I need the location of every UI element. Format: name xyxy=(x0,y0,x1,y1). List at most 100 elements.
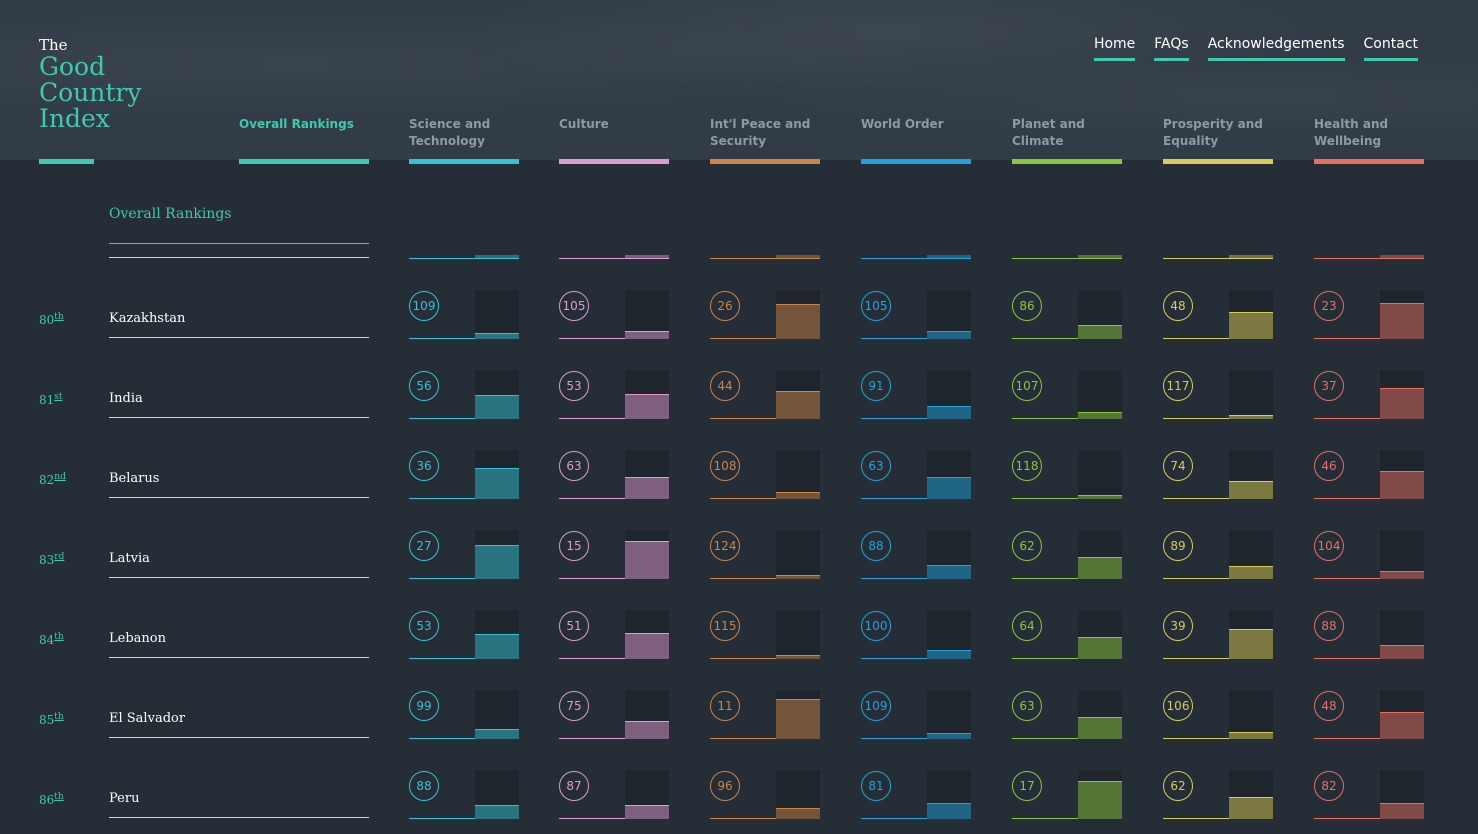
score-baseline xyxy=(1163,338,1229,339)
score-bar xyxy=(927,450,971,499)
score-circle[interactable]: 63 xyxy=(861,451,891,481)
score-circle[interactable]: 48 xyxy=(1163,291,1193,321)
score-circle[interactable]: 62 xyxy=(1012,531,1042,561)
score-circle[interactable]: 88 xyxy=(861,531,891,561)
tab-int-l-peace-and-security[interactable]: Int'l Peace and Security xyxy=(710,117,811,148)
score-circle[interactable]: 11 xyxy=(710,691,740,721)
score-bar-fill xyxy=(1078,637,1122,659)
country-name[interactable]: Peru xyxy=(109,791,140,806)
score-circle[interactable]: 87 xyxy=(559,771,589,801)
score-circle[interactable]: 124 xyxy=(710,531,740,561)
tab-color-bar xyxy=(710,159,820,164)
score-baseline xyxy=(409,498,475,499)
score-circle[interactable]: 100 xyxy=(861,611,891,641)
score-circle[interactable]: 105 xyxy=(861,291,891,321)
score-circle[interactable]: 99 xyxy=(409,691,439,721)
score-circle[interactable]: 15 xyxy=(559,531,589,561)
country-name[interactable]: Latvia xyxy=(109,551,150,566)
score-bar-fill xyxy=(927,733,971,739)
score-baseline xyxy=(559,578,625,579)
score-circle[interactable]: 82 xyxy=(1314,771,1344,801)
score-baseline xyxy=(559,738,625,739)
tab-culture[interactable]: Culture xyxy=(559,117,609,131)
score-bar xyxy=(927,770,971,819)
score-circle[interactable]: 105 xyxy=(559,291,589,321)
score-circle[interactable]: 88 xyxy=(409,771,439,801)
row-divider xyxy=(109,657,369,658)
score-circle[interactable]: 88 xyxy=(1314,611,1344,641)
nav-contact[interactable]: Contact xyxy=(1363,36,1418,61)
score-circle[interactable]: 44 xyxy=(710,371,740,401)
score-circle[interactable]: 91 xyxy=(861,371,891,401)
score-bar-fill xyxy=(927,650,971,659)
score-bar xyxy=(1229,690,1273,739)
score-bar xyxy=(1380,530,1424,579)
country-name[interactable]: Kazakhstan xyxy=(109,311,186,326)
country-name[interactable]: Belarus xyxy=(109,471,160,486)
score-bar-fill xyxy=(1229,732,1273,739)
score-circle[interactable]: 109 xyxy=(861,691,891,721)
score-bar-fill xyxy=(927,803,971,819)
nav-faqs[interactable]: FAQs xyxy=(1154,36,1189,61)
score-circle[interactable]: 118 xyxy=(1012,451,1042,481)
nav-home[interactable]: Home xyxy=(1093,36,1136,61)
score-circle[interactable]: 37 xyxy=(1314,371,1344,401)
score-circle[interactable]: 89 xyxy=(1163,531,1193,561)
score-circle[interactable]: 36 xyxy=(409,451,439,481)
score-baseline xyxy=(409,738,475,739)
nav-acknowledgements[interactable]: Acknowledgements xyxy=(1207,36,1345,61)
site-logo[interactable]: The Good Country Index xyxy=(39,36,169,132)
column-header-bar xyxy=(1078,255,1122,258)
score-circle[interactable]: 64 xyxy=(1012,611,1042,641)
score-circle[interactable]: 117 xyxy=(1163,371,1193,401)
score-baseline xyxy=(409,658,475,659)
section-title-underline xyxy=(109,243,369,244)
score-circle[interactable]: 27 xyxy=(409,531,439,561)
score-baseline xyxy=(1163,418,1229,419)
score-circle[interactable]: 104 xyxy=(1314,531,1344,561)
score-circle[interactable]: 17 xyxy=(1012,771,1042,801)
score-bar xyxy=(776,610,820,659)
score-circle[interactable]: 51 xyxy=(559,611,589,641)
country-name[interactable]: Lebanon xyxy=(109,631,166,646)
tab-world-order[interactable]: World Order xyxy=(861,117,944,131)
tab-color-bar xyxy=(1314,159,1424,164)
score-circle[interactable]: 86 xyxy=(1012,291,1042,321)
score-baseline xyxy=(1314,498,1380,499)
score-circle[interactable]: 53 xyxy=(409,611,439,641)
score-baseline xyxy=(1314,658,1380,659)
score-circle[interactable]: 23 xyxy=(1314,291,1344,321)
score-circle[interactable]: 107 xyxy=(1012,371,1042,401)
score-circle[interactable]: 115 xyxy=(710,611,740,641)
score-bar-fill xyxy=(776,655,820,659)
tab-planet-and-climate[interactable]: Planet and Climate xyxy=(1012,117,1085,148)
score-circle[interactable]: 96 xyxy=(710,771,740,801)
column-header-line xyxy=(559,258,669,259)
tab-health-and-wellbeing[interactable]: Health and Wellbeing xyxy=(1314,117,1389,148)
score-circle[interactable]: 63 xyxy=(1012,691,1042,721)
score-circle[interactable]: 62 xyxy=(1163,771,1193,801)
score-circle[interactable]: 75 xyxy=(559,691,589,721)
score-baseline xyxy=(559,818,625,819)
score-circle[interactable]: 108 xyxy=(710,451,740,481)
column-header-line xyxy=(1314,258,1424,259)
score-circle[interactable]: 56 xyxy=(409,371,439,401)
score-baseline xyxy=(861,738,927,739)
score-circle[interactable]: 106 xyxy=(1163,691,1193,721)
score-circle[interactable]: 26 xyxy=(710,291,740,321)
score-circle[interactable]: 63 xyxy=(559,451,589,481)
score-circle[interactable]: 109 xyxy=(409,291,439,321)
country-name[interactable]: El Salvador xyxy=(109,711,186,726)
section-title: Overall Rankings xyxy=(109,206,232,222)
score-circle[interactable]: 81 xyxy=(861,771,891,801)
score-circle[interactable]: 53 xyxy=(559,371,589,401)
tab-prosperity-and-equality[interactable]: Prosperity and Equality xyxy=(1163,117,1263,148)
score-circle[interactable]: 48 xyxy=(1314,691,1344,721)
score-circle[interactable]: 39 xyxy=(1163,611,1193,641)
tab-science-and-technology[interactable]: Science and Technology xyxy=(409,117,491,148)
country-name[interactable]: India xyxy=(109,391,143,406)
score-circle[interactable]: 74 xyxy=(1163,451,1193,481)
score-circle[interactable]: 46 xyxy=(1314,451,1344,481)
rank-number: 85th xyxy=(39,712,64,727)
tab-overall-rankings[interactable]: Overall Rankings xyxy=(239,117,354,131)
